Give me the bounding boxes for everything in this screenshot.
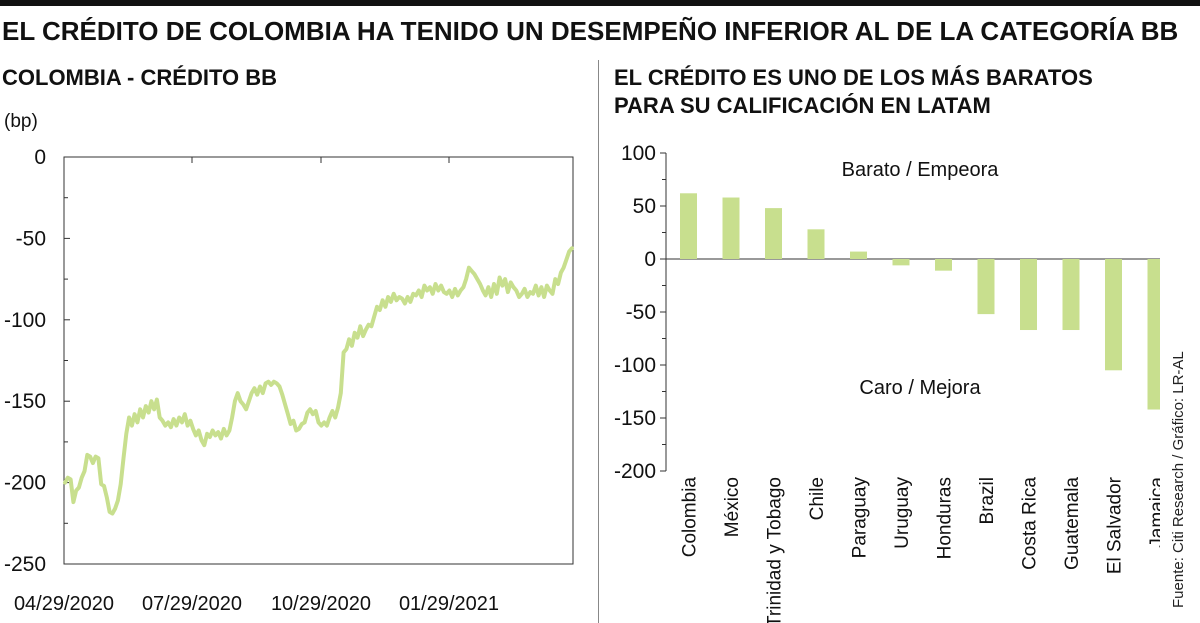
line-chart: (bp) 0 -50 -100 -150 -200 -250 04/29/2020 07/29/… <box>4 111 574 615</box>
right-chart-title-line-1: EL CRÉDITO ES UNO DE LOS MÁS BARATOS <box>614 65 1093 90</box>
y-tick-label: 0 <box>34 146 46 169</box>
y-tick-label: -100 <box>4 309 46 332</box>
panel-divider <box>598 60 599 623</box>
category-label: Brazil <box>977 477 998 525</box>
bar <box>680 193 697 259</box>
category-label: Paraguay <box>850 477 871 559</box>
right-chart-title-line-2: PARA SU CALIFICACIÓN EN LATAM <box>614 93 991 118</box>
y-tick-label: -50 <box>626 301 656 324</box>
bar <box>850 251 867 259</box>
y-tick-label: 100 <box>621 142 656 165</box>
bar <box>892 259 910 266</box>
series-line <box>63 246 574 516</box>
category-label: Uruguay <box>892 477 913 549</box>
y-tick-label: -100 <box>614 354 656 377</box>
bar <box>765 208 782 259</box>
bar-chart: 100 50 0 -50 -100 -150 -200 Colombia México Trini… <box>614 142 1160 623</box>
x-tick-label: 04/29/2020 <box>14 593 114 615</box>
category-label: México <box>722 477 743 537</box>
y-tick-label: 50 <box>633 195 656 218</box>
y-tick-label: -150 <box>614 407 656 430</box>
y-tick-label: 0 <box>644 248 656 271</box>
category-label: Colombia <box>680 477 701 558</box>
y-tick-label: -200 <box>4 472 46 495</box>
main-title: EL CRÉDITO DE COLOMBIA HA TENIDO UN DESE… <box>2 16 1179 46</box>
bar <box>1020 259 1037 331</box>
bar <box>1147 259 1160 410</box>
bar <box>807 229 825 259</box>
category-label: El Salvador <box>1105 476 1126 574</box>
category-label: Guatemala <box>1062 477 1083 570</box>
bar <box>1105 259 1122 371</box>
unit-label: (bp) <box>4 111 38 132</box>
bar <box>977 259 995 315</box>
x-tick-label: 10/29/2020 <box>271 593 371 615</box>
category-label: Chile <box>807 477 828 520</box>
left-chart-title: COLOMBIA - CRÉDITO BB <box>2 65 277 90</box>
top-rule <box>0 0 1200 6</box>
y-tick-label: -50 <box>16 227 46 250</box>
bar <box>935 259 952 271</box>
category-label: Jamaica <box>1147 477 1160 548</box>
x-tick-label: 07/29/2020 <box>142 593 242 615</box>
bar <box>722 197 740 259</box>
category-label: Costa Rica <box>1020 477 1041 570</box>
x-tick-label: 01/29/2021 <box>399 593 499 615</box>
y-tick-label: -250 <box>4 553 46 576</box>
bar <box>1062 259 1080 331</box>
source-note: Fuente: Citi Research / Gráfico: LR-AL <box>1170 351 1187 608</box>
category-label: Honduras <box>935 477 956 559</box>
annotation-expensive: Caro / Mejora <box>859 377 981 399</box>
plot-frame <box>63 156 574 565</box>
annotation-cheap: Barato / Empeora <box>842 159 1000 181</box>
y-tick-label: -150 <box>4 390 46 413</box>
y-tick-label: -200 <box>614 460 656 483</box>
category-label: Trinidad y Tobago <box>765 477 786 623</box>
